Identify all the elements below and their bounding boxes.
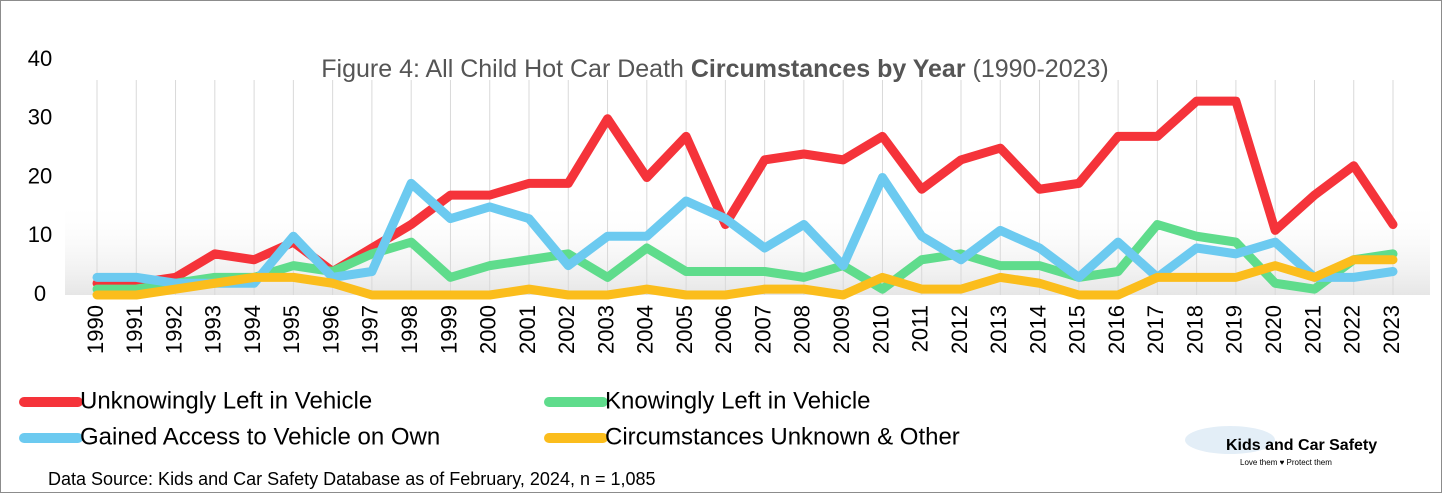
x-tick-label: 2013 xyxy=(986,305,1011,354)
logo-tagline: Love them ♥ Protect them xyxy=(1240,458,1332,467)
x-tick-label: 1997 xyxy=(358,305,383,354)
series-line xyxy=(92,220,1398,294)
y-tick-label: 0 xyxy=(34,281,46,306)
x-tick-label: 2006 xyxy=(711,305,736,354)
title-bold: Circumstances by Year xyxy=(691,55,966,83)
logo-text: Kids and Car Safety xyxy=(1226,437,1377,454)
x-tick-label: 2010 xyxy=(868,305,893,354)
legend-label: Circumstances Unknown & Other xyxy=(605,423,960,450)
x-tick-label: 1994 xyxy=(240,305,265,354)
x-tick-label: 2023 xyxy=(1379,305,1404,354)
y-tick-label: 10 xyxy=(28,222,52,247)
x-tick-label: 2004 xyxy=(633,305,658,354)
x-tick-label: 2000 xyxy=(476,305,501,354)
title-part: Figure 4: All Child Hot Car Death xyxy=(321,55,691,83)
x-tick-label: 1999 xyxy=(436,305,461,354)
x-tick-label: 2009 xyxy=(829,305,854,354)
y-tick-label: 40 xyxy=(28,46,52,71)
x-tick-label: 2011 xyxy=(908,305,933,352)
legend-label: Gained Access to Vehicle on Own xyxy=(80,423,440,450)
x-tick-label: 1996 xyxy=(318,305,343,354)
x-tick-label: 1990 xyxy=(83,305,108,354)
series-line xyxy=(92,255,1398,300)
x-tick-label: 2020 xyxy=(1261,305,1286,354)
x-tick-label: 2022 xyxy=(1340,305,1365,354)
x-tick-label: 2012 xyxy=(947,305,972,354)
x-tick-label: 2021 xyxy=(1300,305,1325,354)
x-tick-label: 2007 xyxy=(750,305,775,354)
x-tick-label: 2003 xyxy=(593,305,618,354)
x-tick-label: 2014 xyxy=(1025,305,1050,354)
logo: Kids and Car Safety Love them ♥ Protect … xyxy=(1185,426,1377,467)
x-tick-label: 1992 xyxy=(161,305,186,354)
x-tick-label: 1991 xyxy=(122,305,147,354)
x-tick-label: 1995 xyxy=(279,305,304,354)
legend-label: Knowingly Left in Vehicle xyxy=(605,387,871,414)
x-tick-label: 2008 xyxy=(790,305,815,354)
chart-title: Figure 4: All Child Hot Car Death Circum… xyxy=(321,55,1108,83)
legend-label: Unknowingly Left in Vehicle xyxy=(80,387,372,414)
y-tick-label: 20 xyxy=(28,163,52,188)
logo-car xyxy=(1185,426,1275,454)
x-tick-label: 2001 xyxy=(515,305,540,354)
x-tick-label: 1993 xyxy=(201,305,226,354)
x-tick-label: 2017 xyxy=(1143,305,1168,354)
title-part: (1990-2023) xyxy=(966,55,1109,83)
y-tick-label: 30 xyxy=(28,105,52,130)
x-tick-label: 2015 xyxy=(1065,305,1090,354)
x-tick-label: 2005 xyxy=(672,305,697,354)
x-tick-label: 2002 xyxy=(554,305,579,354)
x-tick-label: 2018 xyxy=(1182,305,1207,354)
x-tick-label: 2019 xyxy=(1222,305,1247,354)
x-tick-label: 1998 xyxy=(397,305,422,354)
series-line xyxy=(92,173,1398,288)
source-note: Data Source: Kids and Car Safety Databas… xyxy=(48,469,656,489)
x-tick-label: 2016 xyxy=(1104,305,1129,354)
